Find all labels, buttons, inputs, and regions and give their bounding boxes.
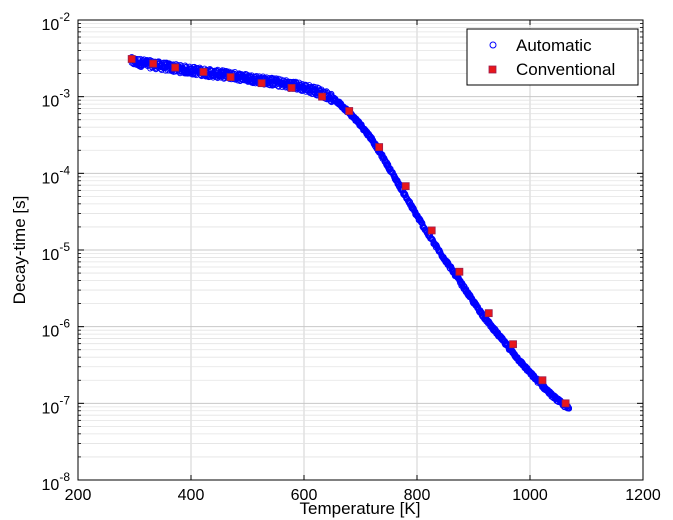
conventional-point	[538, 376, 547, 385]
tick-labels: 200 400 600 800 1000 1200 10-8 10-7 10-6 10-5 10-4…	[42, 10, 661, 504]
conventional-point	[375, 143, 384, 151]
x-tick-label: 1200	[625, 487, 661, 504]
y-tick-label: 10-6	[42, 317, 71, 341]
conventional-point	[561, 399, 570, 408]
conventional-point	[484, 309, 493, 318]
x-tick-label: 600	[291, 487, 318, 504]
conventional-point	[401, 182, 410, 191]
grid	[78, 20, 643, 480]
conventional-point	[257, 79, 266, 88]
legend-box	[466, 28, 639, 86]
axis-ticks	[77, 19, 644, 481]
automatic-point	[336, 98, 343, 105]
x-tick-label: 400	[178, 487, 205, 504]
x-tick-label: 800	[404, 487, 431, 504]
legend-label-automatic: Automatic	[516, 36, 592, 55]
conventional-point	[127, 55, 136, 63]
conventional-point	[199, 68, 208, 76]
series-conventional	[127, 55, 570, 408]
conventional-point	[427, 226, 436, 235]
legend-marker-automatic	[489, 41, 497, 49]
y-tick-label: 10-3	[42, 87, 71, 111]
legend-marker-conventional	[488, 65, 497, 74]
automatic-point	[362, 127, 369, 134]
data-points	[127, 54, 573, 412]
y-tick-label: 10-7	[42, 393, 71, 417]
x-tick-label: 200	[65, 487, 92, 504]
conventional-point	[318, 92, 326, 101]
y-tick-label: 10-2	[42, 10, 71, 34]
conventional-point	[345, 107, 354, 115]
conventional-point	[509, 340, 517, 349]
y-tick-label: 10-5	[42, 240, 71, 264]
legend-label-conventional: Conventional	[516, 60, 615, 79]
y-tick-label: 10-8	[42, 470, 71, 494]
x-tick-label: 1000	[512, 487, 548, 504]
conventional-point	[287, 84, 296, 92]
conventional-point	[149, 59, 158, 68]
conventional-point	[455, 267, 464, 276]
y-tick-label: 10-4	[42, 163, 71, 187]
y-axis-title: Decay-time [s]	[10, 196, 29, 305]
legend: Automatic Conventional	[466, 28, 639, 86]
conventional-point	[171, 63, 180, 72]
x-axis-title: Temperature [K]	[300, 499, 421, 518]
conventional-point	[226, 73, 235, 81]
